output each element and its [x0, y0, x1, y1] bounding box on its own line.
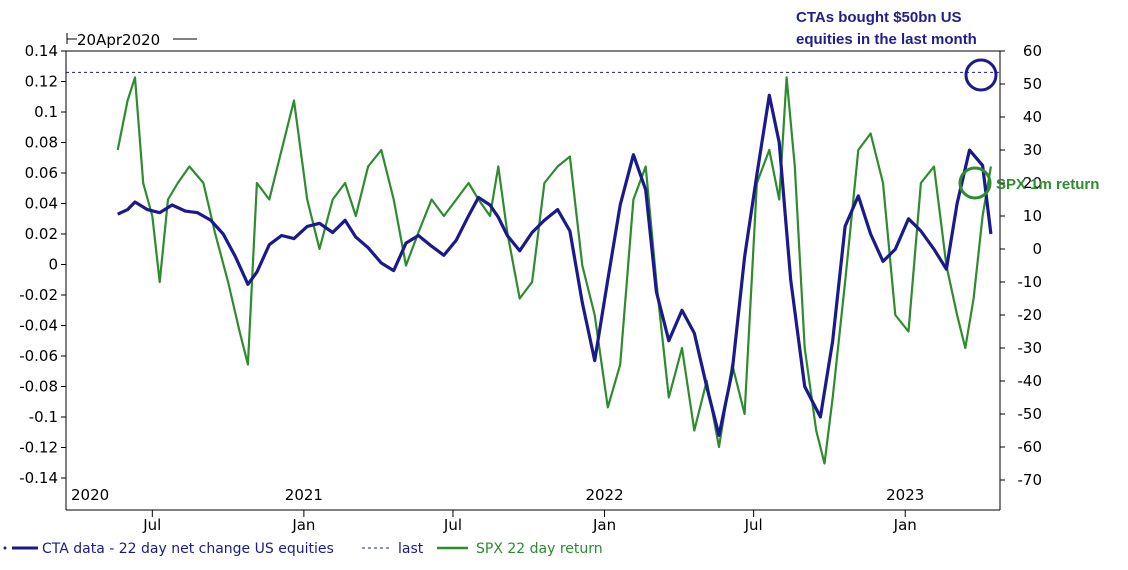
month-axis-ticks: Jul Jan Jul Jan Jul Jan	[142, 510, 917, 534]
legend-last-label: last	[398, 541, 424, 557]
right-tick-label: -70	[1018, 471, 1043, 489]
right-tick-label: -40	[1018, 372, 1043, 390]
legend-cta-label: CTA data - 22 day net change US equities	[42, 541, 334, 557]
left-tick-label: -0.12	[19, 439, 58, 457]
right-tick-label: -30	[1018, 339, 1043, 357]
month-tick-label: Jan	[893, 516, 917, 534]
right-tick-label: 20	[1023, 174, 1042, 192]
spx-highlight-circle	[958, 166, 992, 200]
left-tick-label: 0.06	[25, 164, 58, 182]
right-tick-label: 10	[1023, 207, 1042, 225]
left-tick-label: -0.1	[29, 408, 58, 426]
right-tick-label: 40	[1023, 108, 1042, 126]
left-tick-label: 0	[48, 256, 58, 274]
right-tick-label: 0	[1032, 240, 1042, 258]
header-label: 20Apr2020	[77, 31, 160, 49]
spx-22day-return-line	[116, 76, 992, 465]
annotation-spx: SPX 1m return	[996, 176, 1099, 193]
left-tick-label: -0.02	[19, 286, 58, 304]
left-tick-label: -0.14	[19, 469, 58, 487]
year-label: 2022	[585, 486, 623, 504]
right-tick-label: -60	[1018, 438, 1043, 456]
left-tick-label: 0.14	[25, 42, 58, 60]
year-label: 2021	[285, 486, 323, 504]
right-tick-label: -50	[1018, 405, 1043, 423]
left-tick-label: 0.02	[25, 225, 58, 243]
cta-highlight-circle	[964, 58, 998, 92]
month-tick-label: Jan	[291, 516, 315, 534]
legend: CTA data - 22 day net change US equities…	[3, 541, 603, 557]
right-tick-label: -20	[1018, 306, 1043, 324]
right-axis-ticks: 60 50 40 30 20 10 0 -10 -20 -30 -40 -50 -60 -70	[1000, 42, 1042, 489]
right-tick-label: 30	[1023, 141, 1042, 159]
left-tick-label: 0.08	[25, 134, 58, 152]
left-tick-label: -0.06	[19, 347, 58, 365]
left-tick-label: 0.1	[34, 103, 58, 121]
legend-spx-label: SPX 22 day return	[476, 541, 603, 557]
header-label-group: 20Apr2020	[66, 31, 197, 49]
left-tick-label: -0.08	[19, 378, 58, 396]
right-tick-label: -10	[1018, 273, 1043, 291]
left-tick-label: 0.04	[25, 195, 58, 213]
left-axis-ticks: 0.14 0.12 0.1 0.08 0.06 0.04 0.02 0 -0.02 -0.04 -0…	[19, 42, 66, 487]
left-tick-label: 0.12	[25, 73, 58, 91]
month-tick-label: Jan	[592, 516, 616, 534]
right-tick-label: 60	[1023, 42, 1042, 60]
year-labels: 2020 2021 2022 2023	[71, 486, 924, 504]
year-label: 2023	[886, 486, 924, 504]
cta-net-change-line	[117, 93, 993, 437]
month-tick-label: Jul	[443, 516, 462, 534]
right-tick-label: 50	[1023, 75, 1042, 93]
annotation-cta-line1: CTAs bought $50bn US	[796, 9, 962, 26]
year-label: 2020	[71, 486, 109, 504]
month-tick-label: Jul	[142, 516, 161, 534]
left-tick-label: -0.04	[19, 317, 58, 335]
month-tick-label: Jul	[744, 516, 763, 534]
annotation-cta-line2: equities in the last month	[796, 31, 977, 48]
